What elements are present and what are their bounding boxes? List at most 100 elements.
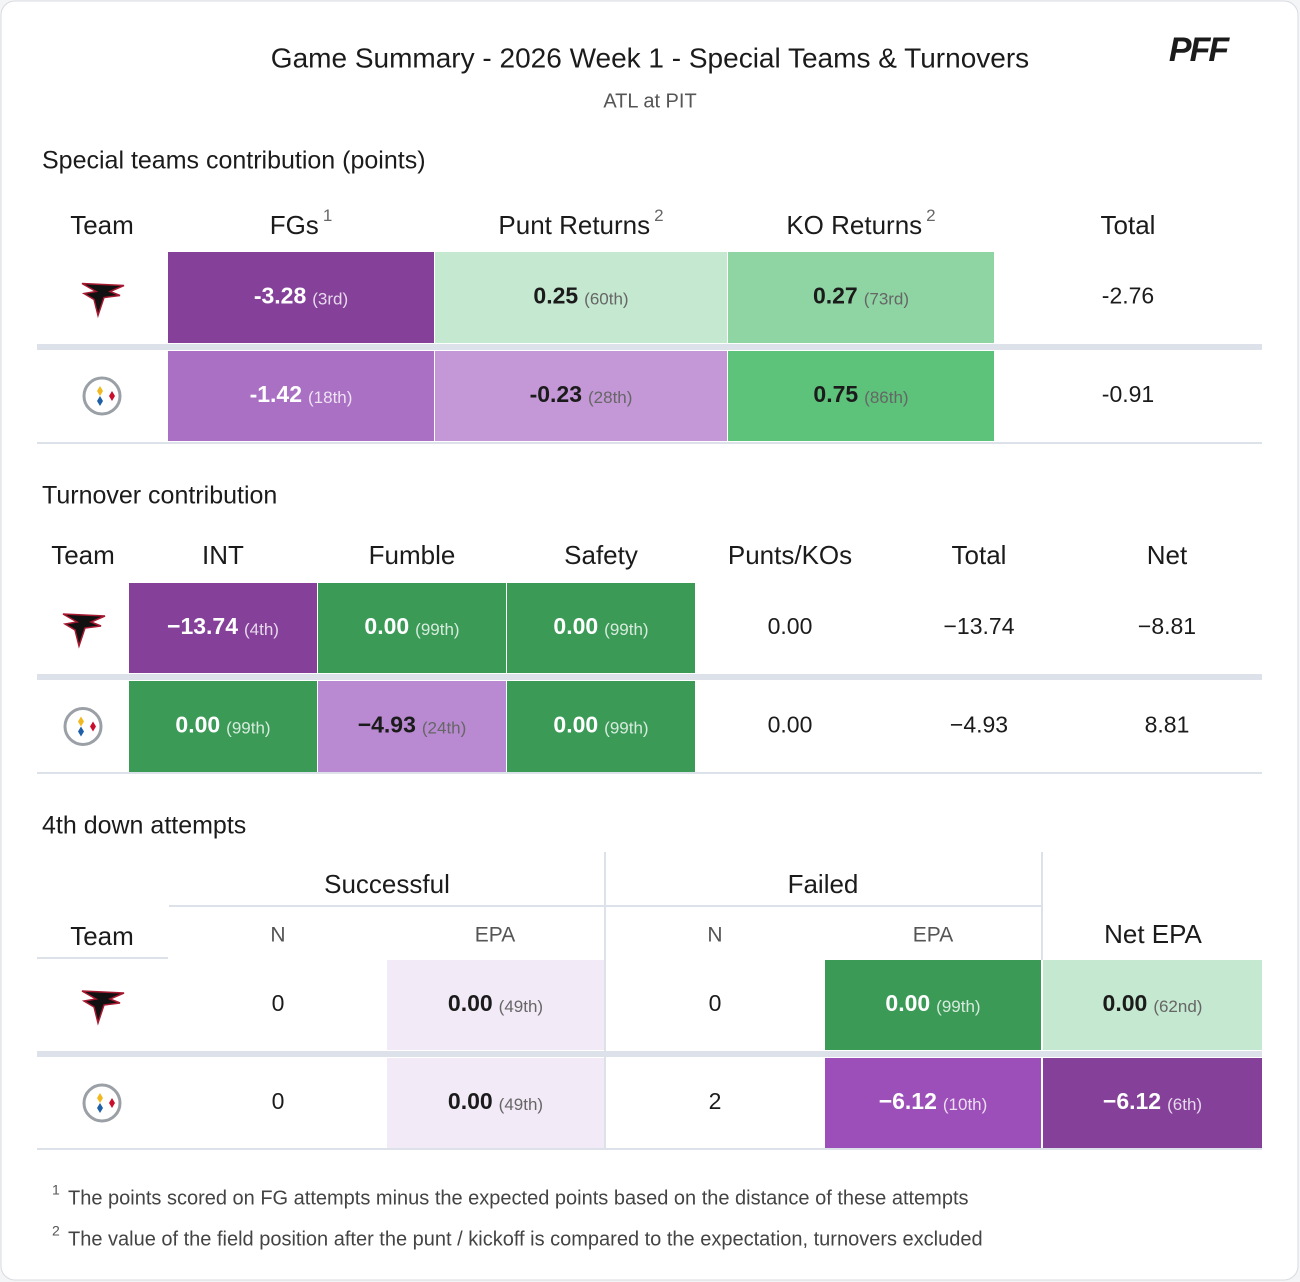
cell-value: −4.93	[358, 712, 416, 738]
cell-background	[1043, 1058, 1262, 1148]
group-header: Failed	[788, 869, 859, 899]
logo-star	[97, 396, 103, 406]
cell-rank: (49th)	[499, 1095, 543, 1114]
divider	[37, 772, 1262, 774]
cell-rank: (49th)	[499, 997, 543, 1016]
total-value: -2.76	[1102, 283, 1154, 309]
cell-rank: (28th)	[588, 388, 632, 407]
cell-value: 0.00	[553, 712, 598, 738]
cell-background	[728, 252, 994, 343]
column-header: Net	[1147, 540, 1188, 570]
net-value: 8.81	[1145, 712, 1190, 738]
cell-text: 0.00 (62nd)	[1103, 990, 1203, 1016]
header-note: 2	[926, 206, 935, 225]
punts-kos-value: 0.00	[768, 613, 813, 639]
cell-background	[728, 351, 994, 441]
n-value: 2	[709, 1088, 722, 1114]
net-value: −8.81	[1138, 613, 1196, 639]
logo-star	[97, 1103, 103, 1113]
cell-background	[168, 351, 434, 441]
cell-value: 0.00	[364, 613, 409, 639]
column-header: Punt Returns 2	[498, 206, 663, 239]
cell-text: 0.27 (73rd)	[813, 283, 909, 309]
cell-value: −13.74	[167, 613, 238, 639]
group-header: Successful	[324, 869, 450, 899]
cell-value: 0.00	[885, 990, 930, 1016]
divider	[604, 852, 606, 1150]
cell-value: -0.23	[530, 381, 582, 407]
logo-star	[90, 721, 96, 732]
cell-value: 0.75	[813, 381, 858, 407]
total-value: -0.91	[1102, 381, 1154, 407]
cell-rank: (73rd)	[864, 290, 909, 309]
divider	[37, 1148, 1262, 1150]
column-header: Total	[952, 540, 1007, 570]
header-label: Total	[1101, 210, 1156, 240]
cell-rank: (4th)	[244, 620, 279, 639]
column-header: Net EPA	[1104, 919, 1202, 949]
logo: PFF	[1169, 31, 1230, 69]
column-header: KO Returns 2	[786, 206, 935, 239]
cell-rank: (60th)	[584, 290, 628, 309]
cell-text: -1.42 (18th)	[250, 381, 353, 407]
cell-rank: (99th)	[226, 719, 270, 738]
column-header: Team	[51, 540, 115, 570]
column-header: EPA	[475, 924, 515, 947]
team-logo-steelers	[82, 376, 122, 416]
cell-rank: (99th)	[604, 620, 648, 639]
subtitle: ATL at PIT	[603, 90, 696, 112]
n-value: 0	[272, 990, 285, 1016]
column-header: Fumble	[369, 540, 456, 570]
cell-text: -3.28 (3rd)	[254, 283, 348, 309]
divider	[1041, 852, 1043, 960]
cell-rank: (3rd)	[312, 290, 348, 309]
cell-text: 0.00 (99th)	[175, 712, 270, 738]
cell-background	[129, 681, 317, 772]
cell-background	[507, 681, 695, 772]
cell-value: 0.00	[448, 990, 493, 1016]
footnote-text: The points scored on FG attempts minus t…	[68, 1187, 969, 1209]
footnote-mark: 1	[52, 1182, 60, 1198]
cell-background	[825, 1058, 1041, 1148]
column-header: Punts/KOs	[728, 540, 852, 570]
cell-rank: (99th)	[604, 719, 648, 738]
cell-rank: (99th)	[936, 997, 980, 1016]
cell-value: 0.00	[175, 712, 220, 738]
team-logo-falcon	[81, 990, 125, 1026]
divider	[37, 442, 1262, 444]
column-header: Team	[70, 921, 134, 951]
cell-background	[387, 1058, 604, 1148]
cell-text: −13.74 (4th)	[167, 613, 279, 639]
cell-background	[825, 960, 1041, 1050]
cell-rank: (62nd)	[1153, 997, 1202, 1016]
cell-background	[507, 583, 695, 673]
divider	[37, 1051, 1262, 1057]
cell-text: −4.93 (24th)	[358, 712, 467, 738]
cell-value: -1.42	[250, 381, 302, 407]
column-header: Safety	[564, 540, 638, 570]
logo-star	[97, 386, 103, 396]
logo-star	[78, 716, 84, 727]
column-header: INT	[202, 540, 244, 570]
cell-value: 0.00	[1103, 990, 1148, 1016]
cell-value: 0.25	[533, 283, 578, 309]
cell-text: 0.25 (60th)	[533, 283, 628, 309]
divider	[37, 957, 168, 959]
cell-rank: (99th)	[415, 620, 459, 639]
cell-rank: (6th)	[1167, 1095, 1202, 1114]
cell-value: 0.00	[448, 1088, 493, 1114]
logo-star	[109, 391, 115, 401]
cell-background	[168, 252, 434, 343]
cell-background	[435, 351, 727, 441]
header-note: 2	[654, 206, 663, 225]
team-logo-steelers	[82, 1083, 122, 1123]
header-note: 1	[323, 206, 332, 225]
title: Game Summary - 2026 Week 1 - Special Tea…	[271, 42, 1029, 73]
cell-background	[435, 252, 727, 343]
cell-background	[387, 960, 604, 1050]
footnote-mark: 2	[52, 1223, 60, 1239]
cell-background	[318, 681, 506, 772]
column-header: FGs 1	[270, 206, 333, 239]
section-title: Special teams contribution (points)	[42, 147, 426, 175]
